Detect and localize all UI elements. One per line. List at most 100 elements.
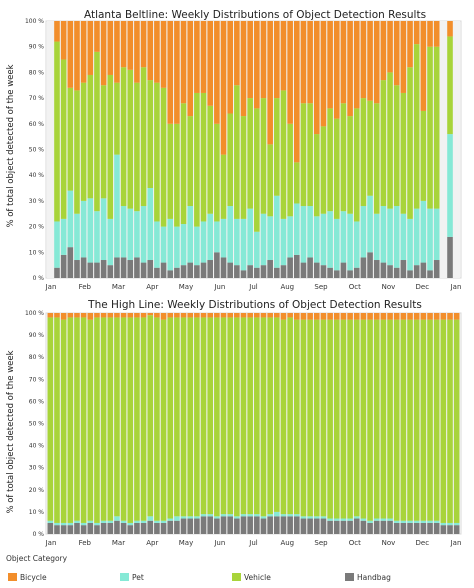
bar-segment-pet	[247, 514, 253, 517]
bar-segment-bicycle	[373, 313, 380, 320]
bar-segment-bicycle	[120, 21, 127, 68]
bar-segment-vehicle	[333, 118, 340, 219]
bar-segment-pet	[167, 218, 174, 271]
bar-segment-handbag	[60, 525, 67, 534]
bar-segment-vehicle	[234, 317, 240, 517]
bar-segment-vehicle	[420, 110, 427, 201]
bar-segment-bicycle	[313, 313, 320, 320]
bar-segment-bicycle	[80, 21, 87, 83]
bar-segment-pet	[367, 195, 373, 253]
y-tick-label: 100 %	[25, 18, 44, 25]
bar-segment-vehicle	[387, 72, 393, 209]
bar-segment-bicycle	[154, 21, 160, 83]
bar-segment-handbag	[267, 516, 273, 534]
bar-segment-handbag	[140, 262, 147, 278]
y-tick-label: 50 %	[29, 147, 45, 154]
bar-segment-bicycle	[453, 313, 460, 320]
bar-segment-pet	[367, 520, 373, 523]
bar-segment-bicycle	[333, 21, 340, 119]
bar-segment-bicycle	[413, 21, 420, 45]
bar-segment-bicycle	[107, 21, 114, 75]
bar-segment-vehicle	[67, 317, 74, 523]
bar-segment-bicycle	[167, 313, 174, 318]
bar-segment-handbag	[74, 260, 80, 278]
bar-segment-bicycle	[353, 313, 360, 320]
bar-segment-handbag	[347, 270, 353, 278]
x-tick-label: Feb	[79, 283, 92, 291]
bar-segment-bicycle	[127, 313, 134, 318]
bar-segment-vehicle	[327, 319, 333, 519]
bar-segment-pet	[340, 211, 347, 263]
y-tick-label: 10 %	[29, 509, 45, 516]
bar-segment-pet	[214, 221, 220, 253]
bar-segment-handbag	[167, 520, 174, 534]
bar-segment-handbag	[407, 522, 413, 534]
legend-label-bicycle: Bicycle	[20, 573, 47, 582]
y-tick-label: 40 %	[29, 172, 45, 179]
x-tick-label: Jun	[213, 539, 225, 547]
bar-segment-vehicle	[347, 319, 353, 519]
high-line-chart: The High Line: Weekly Distributions of O…	[6, 299, 462, 547]
bar-segment-bicycle	[134, 21, 140, 83]
bar-segment-vehicle	[200, 317, 207, 515]
bar-segment-pet	[327, 518, 333, 521]
bar-segment-handbag	[400, 522, 407, 534]
bar-segment-pet	[300, 516, 307, 519]
bar-segment-vehicle	[240, 116, 247, 219]
bar-segment-handbag	[367, 252, 373, 278]
bar-segment-pet	[313, 216, 320, 263]
bar-segment-handbag	[433, 260, 440, 278]
bar-segment-vehicle	[120, 317, 127, 521]
bar-segment-pet	[380, 206, 387, 263]
bar-segment-pet	[154, 520, 160, 523]
y-tick-label: 70 %	[29, 95, 45, 102]
bar-segment-pet	[147, 516, 154, 521]
bar-segment-handbag	[333, 520, 340, 534]
bar-segment-vehicle	[340, 319, 347, 519]
bar-segment-bicycle	[134, 313, 140, 318]
bar-segment-pet	[387, 208, 393, 266]
bar-segment-bicycle	[320, 21, 327, 127]
chart-title: The High Line: Weekly Distributions of O…	[87, 299, 422, 311]
bar-segment-pet	[320, 213, 327, 266]
bar-segment-pet	[120, 520, 127, 523]
bar-segment-vehicle	[167, 123, 174, 219]
bar-segment-pet	[254, 231, 260, 268]
legend-swatch-bicycle	[8, 573, 17, 581]
bar-segment-handbag	[420, 522, 427, 534]
bar-segment-handbag	[447, 525, 453, 534]
bar-segment-vehicle	[100, 85, 107, 199]
bar-segment-bicycle	[114, 313, 120, 318]
bar-segment-bicycle	[274, 313, 280, 318]
bar-segment-bicycle	[207, 21, 213, 106]
bar-segment-bicycle	[160, 313, 167, 320]
bar-segment-vehicle	[234, 85, 240, 219]
bar-segment-vehicle	[447, 36, 453, 135]
bar-segment-pet	[80, 200, 87, 258]
bar-segment-pet	[114, 516, 120, 521]
bar-segment-vehicle	[180, 103, 187, 225]
bar-segment-pet	[54, 522, 60, 526]
bar-segment-bicycle	[393, 21, 400, 86]
bar-segment-vehicle	[114, 82, 120, 155]
bar-segment-vehicle	[447, 319, 453, 523]
bar-segment-handbag	[87, 262, 94, 278]
bar-segment-bicycle	[54, 21, 60, 42]
bar-segment-vehicle	[220, 154, 227, 219]
bar-segment-vehicle	[134, 82, 140, 212]
bar-segment-vehicle	[87, 319, 94, 521]
bar-segment-handbag	[87, 522, 94, 534]
bar-segment-bicycle	[74, 21, 80, 91]
x-tick-label: May	[179, 539, 193, 547]
bar-segment-bicycle	[194, 21, 200, 93]
bar-segment-vehicle	[60, 59, 67, 219]
bar-segment-vehicle	[294, 319, 300, 515]
bar-segment-handbag	[420, 262, 427, 278]
y-tick-label: 60 %	[29, 398, 45, 405]
bar-segment-handbag	[400, 260, 407, 278]
bar-segment-handbag	[320, 265, 327, 278]
bar-segment-bicycle	[200, 313, 207, 318]
bar-segment-vehicle	[373, 103, 380, 214]
bar-segment-handbag	[180, 265, 187, 278]
bar-segment-pet	[234, 218, 240, 266]
